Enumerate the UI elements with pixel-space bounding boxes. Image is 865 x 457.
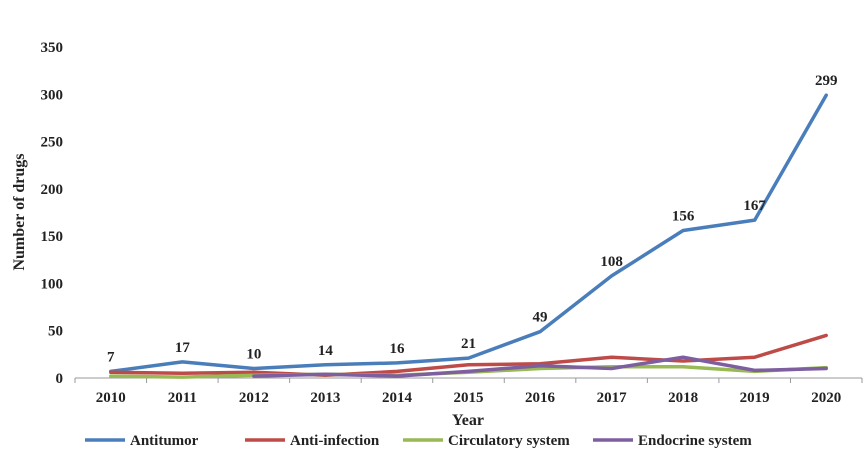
data-label: 49 bbox=[533, 310, 548, 326]
x-tick-label: 2012 bbox=[239, 390, 269, 406]
x-axis: 2010 2011 2012 2013 2014 2015 2016 2017 2018 2019… bbox=[74, 377, 863, 406]
x-axis-title: Year bbox=[452, 412, 484, 429]
data-label: 17 bbox=[175, 340, 191, 356]
data-label: 7 bbox=[107, 349, 115, 365]
legend-label: Endocrine system bbox=[638, 433, 752, 449]
y-tick-label: 350 bbox=[41, 40, 64, 56]
series-line-antitumor bbox=[109, 93, 828, 374]
x-tick-label: 2019 bbox=[740, 390, 770, 406]
x-tick-label: 2020 bbox=[811, 390, 841, 406]
x-tick-label: 2011 bbox=[168, 390, 197, 406]
y-tick-label: 200 bbox=[41, 182, 64, 198]
x-tick-label: 2010 bbox=[96, 390, 126, 406]
y-tick-label: 100 bbox=[41, 276, 64, 292]
data-label: 10 bbox=[246, 347, 261, 363]
series-line-anti-infection bbox=[109, 333, 828, 377]
x-tick-label: 2016 bbox=[525, 390, 556, 406]
y-tick-label: 250 bbox=[41, 135, 64, 151]
y-tick-label: 150 bbox=[41, 229, 64, 245]
data-label: 21 bbox=[461, 336, 476, 352]
data-label: 14 bbox=[318, 343, 334, 359]
legend-label: Circulatory system bbox=[448, 433, 570, 449]
legend: Antitumor Anti-infection Circulatory syste… bbox=[85, 433, 752, 449]
y-tick-label: 0 bbox=[56, 371, 64, 387]
legend-label: Antitumor bbox=[130, 433, 199, 449]
x-tick-label: 2017 bbox=[597, 390, 628, 406]
y-tick-label: 50 bbox=[48, 324, 63, 340]
data-label: 299 bbox=[815, 73, 838, 89]
y-axis: 0 50 100 150 200 250 300 350 bbox=[41, 40, 64, 387]
data-label: 16 bbox=[389, 341, 405, 357]
data-label: 108 bbox=[600, 254, 623, 270]
x-tick-label: 2013 bbox=[310, 390, 340, 406]
y-tick-label: 300 bbox=[41, 87, 64, 103]
x-tick-label: 2014 bbox=[382, 390, 413, 406]
x-tick-label: 2018 bbox=[668, 390, 698, 406]
data-labels: 7 17 10 14 16 21 49 108 156 167 299 bbox=[107, 73, 837, 365]
y-axis-title: Number of drugs bbox=[11, 153, 28, 270]
series-lines bbox=[109, 93, 828, 379]
series-line-endocrine-system bbox=[252, 355, 828, 378]
data-label: 167 bbox=[743, 198, 766, 214]
data-label: 156 bbox=[672, 208, 695, 224]
legend-label: Anti-infection bbox=[290, 433, 380, 449]
x-tick-label: 2015 bbox=[454, 390, 484, 406]
